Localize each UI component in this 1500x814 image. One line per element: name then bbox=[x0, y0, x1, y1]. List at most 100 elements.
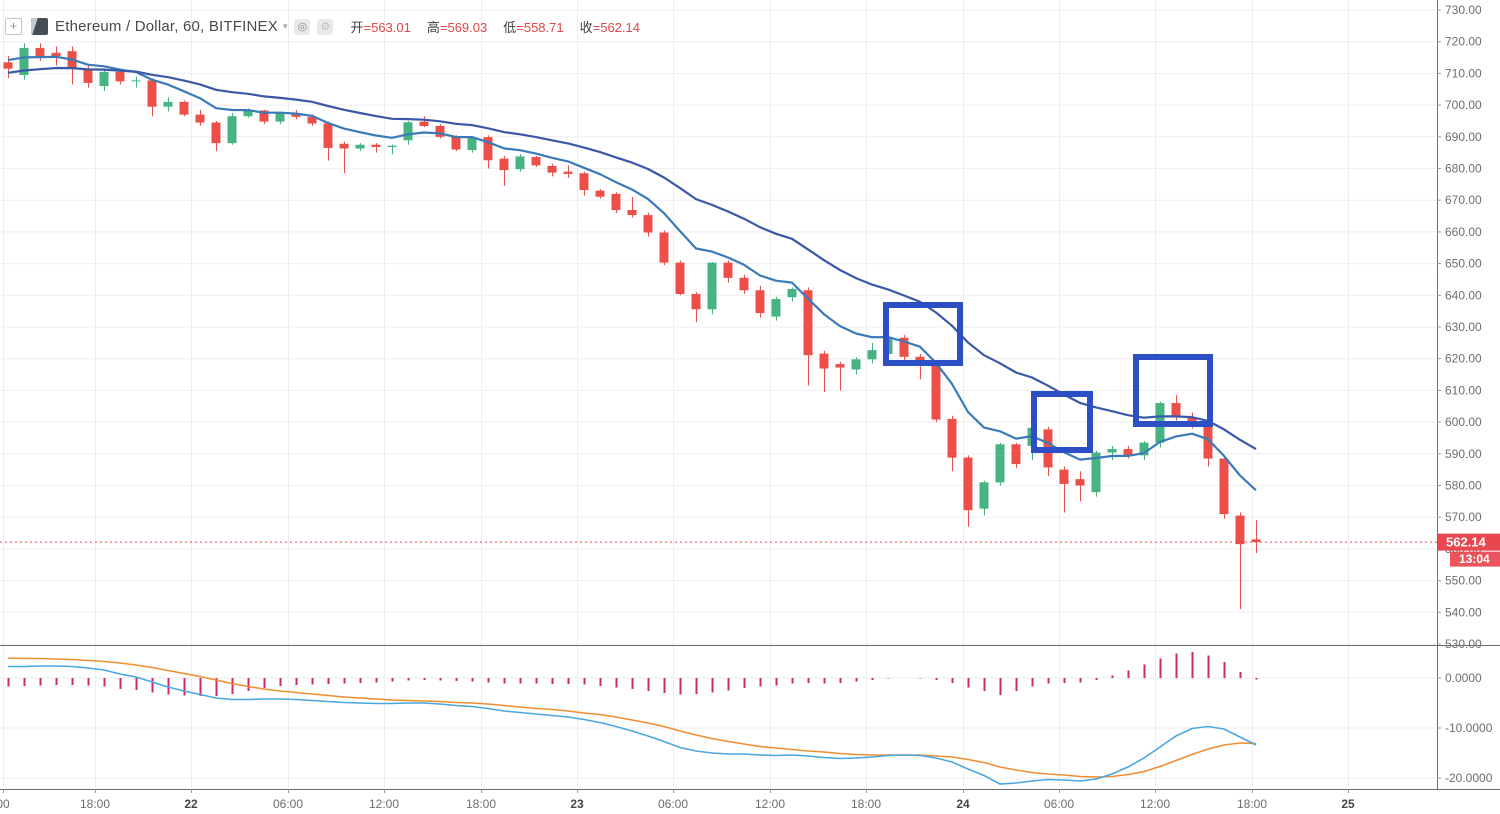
svg-text:13:04: 13:04 bbox=[1459, 552, 1490, 566]
candle-body bbox=[371, 144, 381, 147]
candle-body bbox=[451, 136, 461, 150]
annotation-rects bbox=[883, 302, 1213, 453]
candle-body bbox=[355, 144, 365, 149]
candle-body bbox=[947, 418, 957, 458]
price-tick-label: 650.00 bbox=[1445, 257, 1482, 271]
candle-body bbox=[627, 210, 637, 216]
candle-body bbox=[1219, 458, 1229, 515]
candle-body bbox=[307, 116, 317, 124]
price-axis[interactable]: 730.00 720.00 710.00 700.00 690.00 680.00 670.… bbox=[1437, 3, 1493, 785]
last-price-tag[interactable]: 562.14 bbox=[1438, 533, 1500, 551]
ohlc-close: 收=562.14 bbox=[579, 20, 640, 35]
candle-body bbox=[163, 101, 173, 107]
candle-body bbox=[243, 110, 253, 117]
candle-body bbox=[51, 52, 61, 56]
candle-body bbox=[227, 116, 237, 144]
macd-signal-line bbox=[7, 657, 1257, 778]
ohlc-open: 开=563.01 bbox=[350, 20, 411, 35]
time-tick-label: 12:00 bbox=[1140, 797, 1170, 811]
candle-body bbox=[275, 113, 285, 122]
candle-body bbox=[1091, 452, 1101, 493]
candle-body bbox=[1187, 417, 1197, 425]
time-tick-label: 12:00 bbox=[369, 797, 399, 811]
candle-body bbox=[931, 364, 941, 420]
price-tick-label: 720.00 bbox=[1445, 35, 1482, 49]
candle-body bbox=[739, 277, 749, 291]
candle-body bbox=[979, 482, 989, 509]
candle-body bbox=[1011, 444, 1021, 464]
candle-body bbox=[115, 71, 125, 82]
exchange-logo-icon bbox=[31, 18, 48, 35]
drawing-rectangle[interactable] bbox=[1031, 391, 1093, 453]
candle-body bbox=[1123, 449, 1133, 456]
candle-body bbox=[147, 80, 157, 107]
candle-body bbox=[83, 68, 93, 83]
time-tick-label: 25 bbox=[1341, 797, 1355, 811]
price-tick-label: 700.00 bbox=[1445, 98, 1482, 112]
time-tick-label: 18:00 bbox=[80, 797, 110, 811]
indicator-tick-label: -20.0000 bbox=[1445, 771, 1493, 785]
candle-body bbox=[963, 457, 973, 511]
price-tick-label: 540.00 bbox=[1445, 605, 1482, 619]
candle-body bbox=[483, 137, 493, 161]
candle-body bbox=[595, 190, 605, 197]
candle-body bbox=[1235, 515, 1245, 545]
candle-body bbox=[1251, 539, 1261, 543]
chevron-down-icon[interactable]: ▾ bbox=[282, 21, 288, 31]
candle-body bbox=[659, 232, 669, 263]
time-tick-label: 06:00 bbox=[658, 797, 688, 811]
drawing-rectangle[interactable] bbox=[1133, 354, 1213, 427]
ohlc-readout: 开=563.01 高=569.03 低=558.71 收=562.14 bbox=[350, 17, 640, 36]
candle-body bbox=[323, 123, 333, 148]
candle-body bbox=[3, 62, 13, 69]
candle-body bbox=[691, 294, 701, 310]
candle-body bbox=[467, 137, 477, 151]
candle-body bbox=[771, 299, 781, 317]
candle-body bbox=[211, 122, 221, 144]
chart-header: + Ethereum / Dollar, 60, BITFINEX ▾ ◎ ⚙ … bbox=[5, 17, 640, 36]
gear-icon[interactable]: ⚙ bbox=[317, 18, 334, 35]
drawing-rectangle[interactable] bbox=[883, 302, 963, 366]
ma-slow-line bbox=[7, 66, 1257, 451]
time-tick-label: 18:00 bbox=[851, 797, 881, 811]
candle-body bbox=[707, 262, 717, 310]
candle-body bbox=[803, 290, 813, 356]
candle-body bbox=[547, 165, 557, 173]
candle-body bbox=[723, 262, 733, 278]
candle-body bbox=[755, 290, 765, 314]
candle-body bbox=[387, 145, 397, 147]
time-tick-label: 18:00 bbox=[1237, 797, 1267, 811]
price-tick-label: 690.00 bbox=[1445, 130, 1482, 144]
ohlc-high: 高=569.03 bbox=[426, 20, 488, 35]
pane-borders bbox=[0, 0, 1500, 790]
candle-body bbox=[131, 80, 141, 82]
price-tick-label: 610.00 bbox=[1445, 383, 1482, 397]
price-tick-label: 600.00 bbox=[1445, 415, 1482, 429]
candle-body bbox=[611, 193, 621, 211]
candle-body bbox=[579, 173, 589, 191]
candle-body bbox=[259, 110, 269, 122]
candle-body bbox=[1075, 479, 1085, 486]
grid-plus-icon[interactable]: + bbox=[5, 18, 22, 35]
time-axis[interactable]: 00 18:00 22 06:00 12:00 18:00 23 06:00 12:00 18:0… bbox=[0, 789, 1355, 811]
indicator-tick-label: -10.0000 bbox=[1445, 721, 1493, 735]
indicator-tick-label: 0.0000 bbox=[1445, 671, 1482, 685]
candle-body bbox=[531, 157, 541, 166]
candles-layer bbox=[3, 43, 1261, 610]
candle-body bbox=[835, 364, 845, 368]
candle-body bbox=[419, 121, 429, 127]
candle-body bbox=[99, 71, 109, 87]
macd-line bbox=[8, 665, 1257, 785]
candle-body bbox=[1203, 426, 1213, 459]
price-tick-label: 580.00 bbox=[1445, 479, 1482, 493]
price-tick-label: 680.00 bbox=[1445, 162, 1482, 176]
compare-icon[interactable]: ◎ bbox=[294, 18, 311, 35]
candle-body bbox=[1139, 442, 1149, 456]
candle-body bbox=[851, 359, 861, 370]
candle-body bbox=[515, 156, 525, 170]
countdown-tag: 13:04 bbox=[1450, 551, 1500, 567]
candle-body bbox=[1059, 469, 1069, 484]
time-tick-label: 23 bbox=[570, 797, 584, 811]
symbol-title[interactable]: Ethereum / Dollar, 60, BITFINEX bbox=[55, 18, 278, 35]
